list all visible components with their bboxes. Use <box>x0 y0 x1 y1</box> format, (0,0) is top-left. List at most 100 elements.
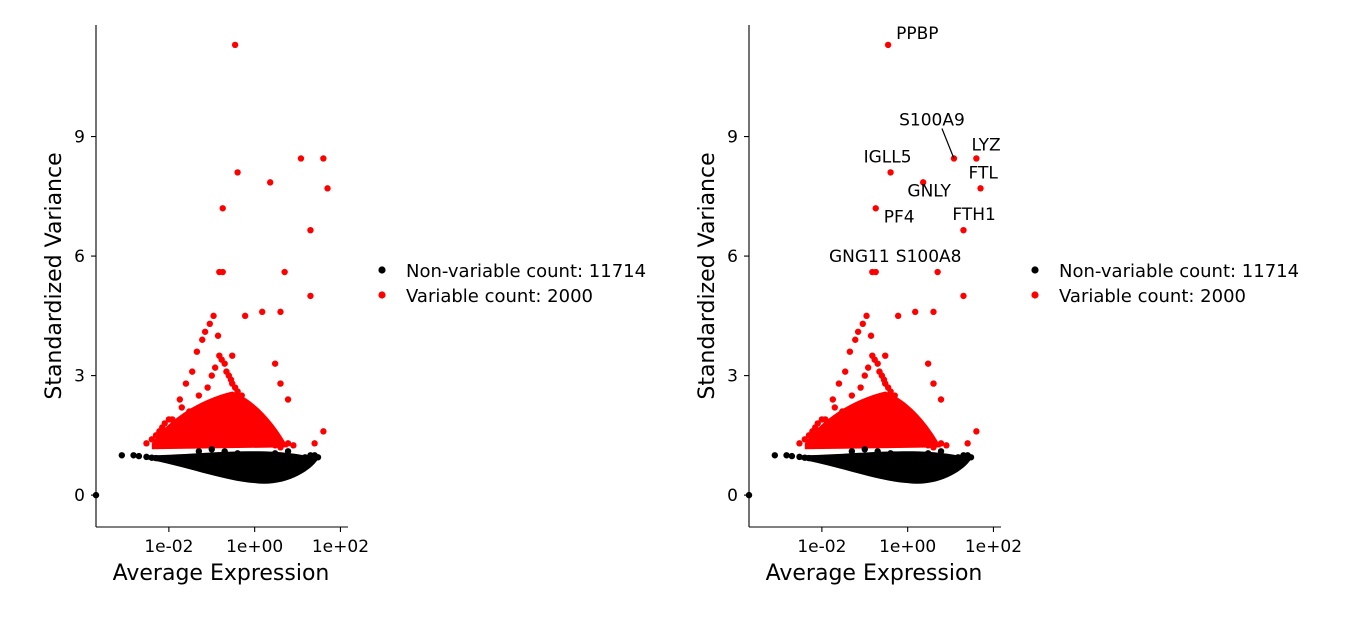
variable-point-right <box>937 396 945 403</box>
nonvariable-point-right <box>848 462 856 469</box>
nonvariable-point-right <box>967 454 975 461</box>
nonvariable-point-left <box>159 455 166 463</box>
nonvariable-point-left <box>135 452 143 460</box>
variable-point-right <box>973 155 980 162</box>
legend-right: Non-variable count: 11714 Variable count… <box>1031 261 1299 307</box>
annotation-label-lyz: LYZ <box>971 135 1000 155</box>
variable-point-right <box>894 312 902 320</box>
nonvariable-density-left <box>146 451 319 484</box>
variable-point-left <box>234 422 241 429</box>
legend-marker-nonvariable-left <box>378 266 386 274</box>
legend-label-variable-left: Variable count: 2000 <box>406 286 593 307</box>
panel-left: 0 3 6 9 1e-02 1e+00 1e+02 Average Expression S… <box>42 25 646 586</box>
nonvariable-point-right <box>912 452 919 459</box>
variable-point-left <box>143 440 150 447</box>
x-tick-label-left: 1e-02 <box>144 537 193 557</box>
nonvariable-point-left <box>247 452 254 459</box>
nonvariable-point-left <box>229 469 236 477</box>
nonvariable-point-right <box>826 457 833 465</box>
variable-point-right <box>854 328 862 335</box>
variable-point-left <box>148 436 156 443</box>
variable-point-left <box>249 428 256 435</box>
variable-point-left <box>208 372 215 379</box>
variable-point-left <box>259 308 266 316</box>
variable-point-left <box>156 428 163 435</box>
variable-point-left <box>223 368 230 375</box>
variable-point-right <box>977 185 984 192</box>
variable-point-right <box>919 179 927 186</box>
nonvariable-point-right <box>771 452 779 459</box>
variable-point-right <box>874 420 881 427</box>
annotation-label-ppbp: PPBP <box>896 24 938 44</box>
nonvariable-point-left <box>152 454 160 462</box>
variable-point-left <box>231 41 239 49</box>
legend-left: Non-variable count: 11714 Variable count… <box>378 261 646 307</box>
nonvariable-point-left <box>143 453 150 461</box>
variable-point-left <box>238 392 245 399</box>
y-tick-label-left: 0 <box>74 486 85 506</box>
variable-point-right <box>852 336 859 343</box>
variable-point-left <box>290 442 297 449</box>
variable-point-right <box>912 436 919 443</box>
x-tick-label-right: 1e-02 <box>797 537 846 557</box>
variable-point-right <box>882 352 889 359</box>
nonvariable-point-right <box>874 448 881 455</box>
nonvariable-point-left <box>221 448 228 455</box>
nonvariable-point-right <box>904 472 911 479</box>
variable-point-right <box>829 396 837 403</box>
y-tick-label-left: 6 <box>74 247 85 267</box>
variable-point-left <box>231 384 239 391</box>
nonvariable-point-left <box>284 462 292 469</box>
nonvariable-point-left <box>271 450 279 457</box>
variable-point-right <box>801 436 809 443</box>
annotation-label-igll5: IGLL5 <box>864 147 912 167</box>
variable-point-left <box>221 420 228 427</box>
nonvariable-point-right <box>882 469 889 477</box>
variable-point-left <box>266 179 274 186</box>
nonvariable-point-right <box>954 454 962 461</box>
nonvariable-point-left <box>301 454 309 461</box>
annotation-leader-line <box>941 128 955 159</box>
y-axis-label-right: Standardized Variance <box>695 152 720 399</box>
annotation-label-gnly: GNLY <box>907 181 951 201</box>
variable-point-right <box>848 392 856 399</box>
nonvariable-point-right <box>812 455 819 463</box>
variable-point-right <box>846 348 854 355</box>
variable-point-right <box>882 416 889 423</box>
variable-point-right <box>934 268 941 276</box>
variable-point-right <box>859 320 867 328</box>
y-tick-label-right: 0 <box>727 486 738 506</box>
x-axis-label-right: Average Expression <box>766 561 983 586</box>
nonvariable-point-right <box>788 452 796 460</box>
variable-point-left <box>214 332 222 339</box>
nonvariable-point-right <box>805 454 813 462</box>
legend-label-variable-right: Variable count: 2000 <box>1059 286 1246 307</box>
y-tick-label-left: 9 <box>74 128 85 148</box>
nonvariable-point-left <box>208 446 215 453</box>
variable-point-left <box>199 336 206 343</box>
variable-point-left <box>219 268 226 276</box>
legend-label-nonvariable-right: Non-variable count: 11714 <box>1059 261 1299 282</box>
variable-point-left <box>206 320 214 328</box>
variable-point-left <box>176 396 184 403</box>
y-tick-label-right: 6 <box>727 247 738 267</box>
variable-point-left <box>254 432 262 439</box>
variable-point-right <box>872 205 879 212</box>
variable-point-left <box>229 416 236 423</box>
variable-point-left <box>307 292 314 300</box>
scatter-plot-left: 0 3 6 9 1e-02 1e+00 1e+02 <box>74 25 369 557</box>
variable-point-right <box>835 380 843 387</box>
variable-point-right <box>960 292 967 300</box>
variable-point-right <box>872 268 879 276</box>
variable-point-left <box>259 436 266 443</box>
variable-point-right <box>884 41 892 49</box>
variable-point-right <box>861 372 868 379</box>
nonvariable-point-left <box>195 448 203 455</box>
x-tick-label-right: 1e+02 <box>965 537 1022 557</box>
nonvariable-density-right <box>799 451 972 484</box>
nonvariable-point-right <box>859 464 867 471</box>
variable-point-left <box>227 376 235 383</box>
variable-point-left <box>195 392 203 399</box>
variable-point-left <box>271 360 279 367</box>
variable-point-left <box>219 205 226 212</box>
